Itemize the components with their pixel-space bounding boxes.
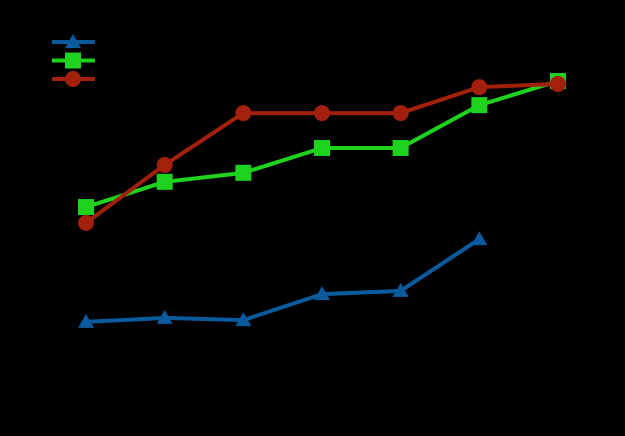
data-point — [314, 286, 330, 301]
data-point — [78, 214, 95, 231]
data-point — [156, 309, 173, 324]
data-point — [156, 156, 173, 173]
legend-marker — [65, 71, 81, 87]
data-point — [471, 79, 488, 96]
data-point — [314, 105, 330, 122]
legend-marker — [65, 52, 81, 69]
data-point — [78, 313, 95, 328]
data-point — [314, 140, 330, 156]
data-point — [549, 75, 566, 92]
series-line — [85, 237, 481, 324]
legend-marker — [65, 34, 81, 48]
data-point — [471, 231, 488, 246]
data-point — [156, 173, 173, 190]
data-point — [471, 97, 488, 114]
data-point — [235, 164, 252, 181]
data-point — [392, 282, 409, 297]
data-point — [392, 140, 409, 156]
data-point — [78, 199, 95, 216]
data-point — [235, 105, 252, 122]
data-point — [392, 105, 409, 122]
data-point — [235, 312, 252, 327]
